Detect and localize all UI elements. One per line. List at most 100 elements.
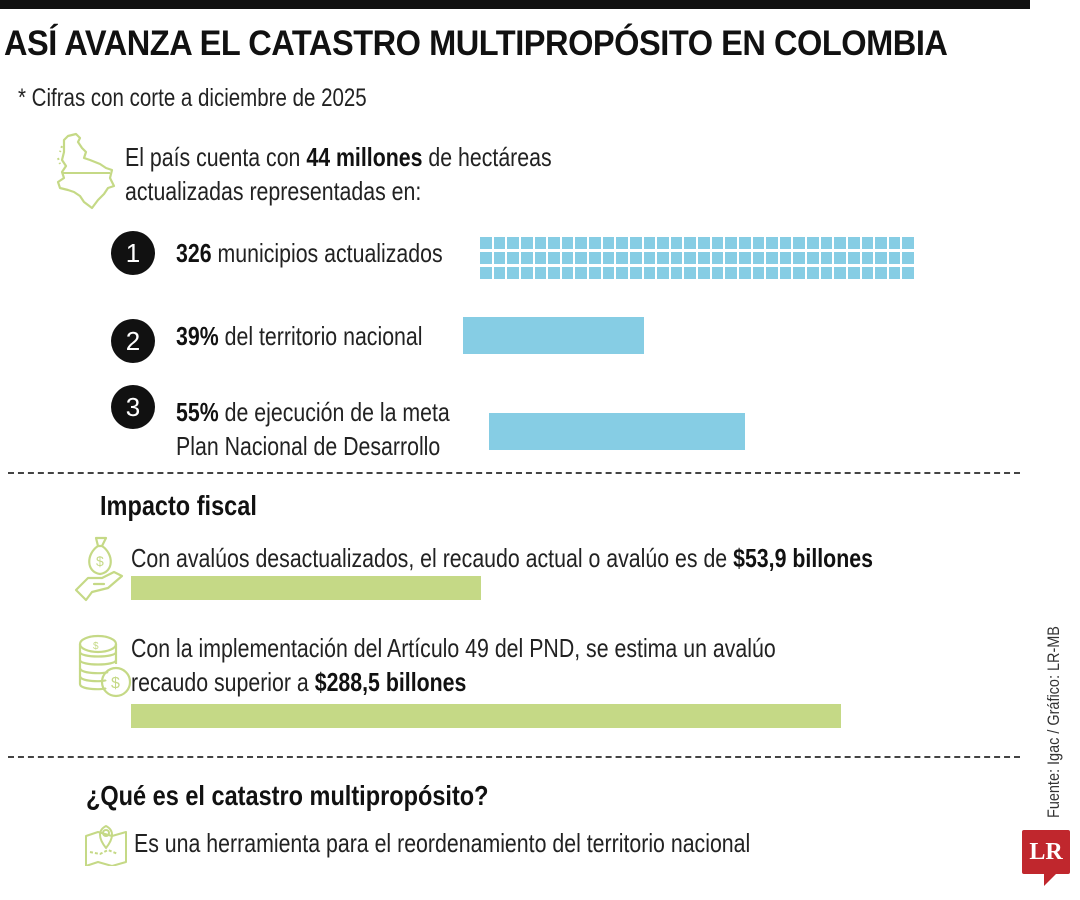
grid-cell [766,252,778,264]
grid-cell [629,237,642,249]
source-credit: Fuente: Igac / Gráfico: LR-MB [1044,626,1063,818]
grid-cell [834,237,846,249]
grid-cell [888,237,901,249]
meta-pnd-bar [489,413,745,450]
fiscal-heading: Impacto fiscal [100,490,257,521]
svg-text:$: $ [96,553,104,569]
grid-cell [684,267,696,279]
svg-text:$: $ [111,675,120,692]
map-pin-icon [85,825,127,866]
grid-cell [480,237,492,249]
grid-cell [752,267,765,279]
cutoff-note: * Cifras con corte a diciembre de 2025 [18,84,367,112]
grid-cell [875,252,887,264]
municipios-grid [480,237,914,279]
grid-cell [711,252,724,264]
grid-cell [657,252,669,264]
grid-cell [493,267,506,279]
grid-cell [616,267,628,279]
grid-cell [480,267,492,279]
grid-cell [520,252,533,264]
grid-cell [738,267,751,279]
grid-cell [561,267,574,279]
grid-cell [616,252,628,264]
recaudo-actual-value: $53,9 billones [733,543,873,573]
grid-cell [507,252,519,264]
grid-cell [820,252,833,264]
number-badge-2: 2 [111,319,155,363]
grid-cell [738,252,751,264]
recaudo-actual-bar [131,576,481,600]
lr-logo-tail [1044,872,1058,886]
grid-cell [643,252,656,264]
grid-cell [520,267,533,279]
grid-cell [643,237,656,249]
grid-cell [766,267,778,279]
grid-cell [902,252,914,264]
grid-cell [616,237,628,249]
recaudo-estimado-bar [131,704,841,728]
grid-cell [820,267,833,279]
definition-heading: ¿Qué es el catastro multipropósito? [86,780,489,811]
grid-cell [602,252,615,264]
grid-cell [670,267,683,279]
grid-cell [861,267,874,279]
recaudo-estimado-value: $288,5 billones [314,667,467,697]
grid-cell [548,267,560,279]
lr-logo: LR [1022,830,1070,874]
grid-cell [847,267,860,279]
grid-cell [520,237,533,249]
grid-cell [779,237,792,249]
grid-cell [657,237,669,249]
grid-cell [793,252,805,264]
grid-cell [725,252,737,264]
grid-cell [711,267,724,279]
item-territorio: 39% del territorio nacional [176,321,423,351]
section-divider [8,472,1020,474]
grid-cell [493,252,506,264]
grid-cell [507,237,519,249]
fiscal-row-1-text: Con avalúos desactualizados, el recaudo … [131,543,873,573]
grid-cell [507,267,519,279]
grid-cell [589,267,601,279]
grid-cell [602,267,615,279]
grid-cell [738,237,751,249]
top-rule [0,0,1030,9]
grid-cell [534,267,547,279]
grid-cell [834,267,846,279]
grid-cell [807,267,819,279]
grid-cell [834,252,846,264]
grid-cell [629,252,642,264]
grid-cell [902,267,914,279]
grid-cell [847,237,860,249]
grid-cell [698,237,710,249]
grid-cell [847,252,860,264]
item-municipios: 326 municipios actualizados [176,238,443,268]
grid-cell [888,252,901,264]
grid-cell [493,237,506,249]
grid-cell [766,237,778,249]
item-meta-pnd: 55% de ejecución de la meta Plan Naciona… [176,397,450,461]
fiscal-row-2-text: Con la implementación del Artículo 49 de… [131,633,776,697]
definition-text: Es una herramienta para el reordenamient… [134,828,751,858]
money-bag-hand-icon: $ [74,536,124,602]
grid-cell [861,237,874,249]
grid-cell [589,237,601,249]
grid-cell [480,252,492,264]
grid-cell [657,267,669,279]
section-divider [8,756,1020,758]
grid-cell [698,252,710,264]
grid-cell [725,237,737,249]
territorio-bar [463,317,644,354]
grid-cell [629,267,642,279]
grid-cell [793,267,805,279]
grid-cell [888,267,901,279]
grid-cell [561,237,574,249]
grid-cell [534,237,547,249]
intro-text: El país cuenta con 44 millones de hectár… [125,142,552,206]
grid-cell [684,252,696,264]
number-badge-1: 1 [111,231,155,275]
grid-cell [711,237,724,249]
grid-cell [534,252,547,264]
svg-text:$: $ [93,641,99,652]
